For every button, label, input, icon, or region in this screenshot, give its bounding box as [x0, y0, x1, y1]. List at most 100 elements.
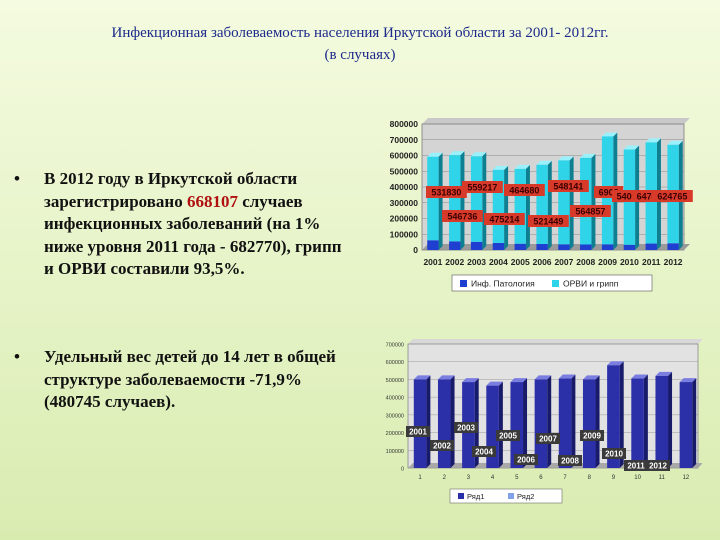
bar-series1 [679, 382, 693, 468]
legend-label: Ряд2 [517, 492, 534, 501]
year-label: 2004 [475, 448, 493, 457]
bullet-dot: • [14, 347, 20, 366]
bar-series1 [437, 379, 451, 468]
x-tick-label: 9 [612, 475, 616, 481]
bullet-text-pre: В 2012 году в Иркутской области зарегист… [44, 169, 298, 211]
bar-top [667, 140, 683, 145]
bar-inf-pathology [449, 241, 461, 250]
bar-series1 [534, 379, 548, 468]
data-label: 531830 [431, 188, 461, 198]
x-tick-label: 2008 [576, 257, 595, 267]
data-label: 464680 [509, 186, 539, 196]
year-label-box [602, 448, 626, 459]
bar-orvi-flu [536, 164, 548, 245]
bar-series1 [655, 375, 669, 468]
bar-side [482, 152, 487, 250]
data-label: 624765 [657, 192, 687, 202]
x-tick-label: 2006 [533, 257, 552, 267]
year-label-box [580, 430, 604, 441]
bar-side [504, 165, 509, 250]
y-tick-label: 300000 [390, 198, 419, 208]
x-tick-label: 2005 [511, 257, 530, 267]
y-tick-label: 800000 [390, 119, 419, 129]
y-tick-label: 200000 [386, 431, 404, 437]
y-tick-label: 300000 [386, 413, 404, 419]
x-tick-label: 2009 [598, 257, 617, 267]
bar-inf-pathology [623, 244, 636, 250]
bar-side [523, 378, 528, 468]
bar-inf-pathology [667, 243, 679, 250]
legend-label: Ряд1 [467, 492, 484, 501]
y-tick-label: 600000 [386, 360, 404, 366]
bar-orvi-flu [580, 157, 592, 245]
legend-label: Инф. Патология [471, 279, 535, 289]
bar-orvi-flu [514, 168, 526, 244]
data-label-box [462, 181, 503, 193]
bar-side [619, 361, 624, 468]
bar-orvi-flu [449, 155, 461, 242]
legend-box [449, 488, 563, 504]
year-label: 2002 [433, 442, 451, 451]
data-label: 559217 [467, 183, 497, 193]
bar-side [569, 156, 574, 250]
data-label: 6902 [599, 188, 619, 198]
year-label-box [514, 454, 538, 465]
bullet-text: В 2012 году в Иркутской области зарегист… [44, 168, 344, 281]
bullet-children-share: • Удельный вес детей до 14 лет в общей с… [14, 346, 344, 414]
bar-inf-pathology [514, 243, 526, 250]
x-tick-label: 6 [539, 475, 543, 481]
bar-orvi-flu [470, 156, 483, 242]
bar-top [427, 152, 443, 157]
year-label-box [536, 433, 560, 444]
bullet-text-post: случаев инфекционных заболеваний (на 1% … [44, 191, 342, 279]
year-label: 2011 [627, 462, 645, 471]
data-label-box [652, 190, 693, 202]
bar-top [536, 160, 552, 165]
y-tick-label: 100000 [386, 449, 404, 455]
year-label: 2009 [583, 432, 601, 441]
x-tick-label: 2 [443, 475, 447, 481]
x-tick-label: 2004 [489, 257, 508, 267]
data-label: 475214 [489, 215, 519, 225]
bar-top [510, 378, 528, 383]
bar-inf-pathology [645, 243, 657, 250]
data-label-box [484, 213, 525, 225]
data-label-box [570, 205, 611, 217]
bar-top [492, 165, 509, 170]
bar-inf-pathology [470, 241, 483, 250]
bar-side [668, 371, 673, 468]
year-label: 2001 [409, 428, 427, 437]
year-label-box [496, 430, 520, 441]
bar-top [486, 381, 503, 386]
y-tick-label: 700000 [390, 135, 419, 145]
bar-series1 [631, 378, 644, 468]
data-label: 5406 [617, 192, 637, 202]
x-tick-label: 8 [588, 475, 592, 481]
plot-floor [422, 244, 690, 250]
legend-swatch-inf [460, 280, 467, 287]
data-label-box [528, 215, 569, 227]
x-tick-label: 7 [563, 475, 567, 481]
bar-top [580, 153, 596, 158]
bar-inf-pathology [536, 244, 548, 250]
year-label: 2010 [605, 450, 623, 459]
data-label: 6474 [637, 192, 657, 202]
bar-side [547, 375, 552, 468]
x-tick-label: 10 [634, 475, 641, 481]
plot-top-wall [422, 118, 690, 124]
bullet-dot: • [14, 169, 20, 188]
bar-side [547, 160, 552, 250]
x-tick-label: 11 [659, 475, 666, 481]
year-label: 2006 [517, 456, 535, 465]
bar-inf-pathology [427, 240, 439, 250]
x-tick-label: 2010 [620, 257, 639, 267]
plot-area [407, 343, 699, 469]
bar-side [498, 381, 503, 468]
year-label-box [558, 455, 582, 466]
year-label-box [646, 460, 670, 471]
bar-top [514, 164, 530, 169]
chart-children-morbidity: 0 100000 200000 300000 400000 500000 600000 700… [386, 339, 702, 504]
bar-top [655, 371, 673, 376]
y-tick-label: 400000 [390, 182, 419, 192]
bar-side [571, 374, 576, 468]
